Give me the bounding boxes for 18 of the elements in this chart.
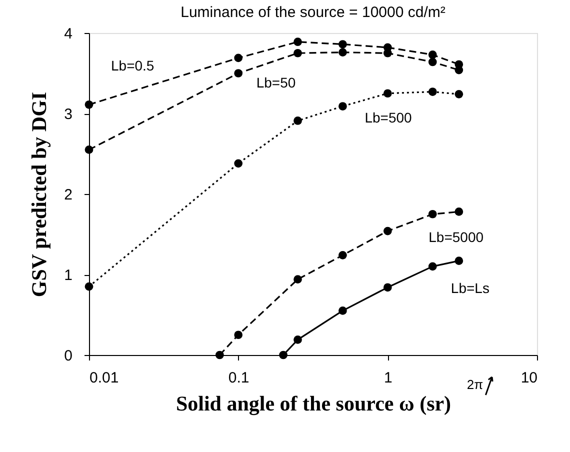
series-label: Lb=500 [364,109,412,126]
series-label: Lb=Ls [450,280,490,296]
y-axis-title: GSV predicted by DGI [27,92,52,298]
y-tick-label: 0 [64,348,72,364]
y-tick-label: 3 [64,106,72,123]
x-tick-label: 10 [520,370,538,386]
series-label: Lb=0.5 [111,58,154,74]
y-tick-label: 2 [64,186,72,204]
y-tick-label: 4 [64,26,72,42]
chart-title: Luminance of the source = 10000 cd/m² [180,4,446,21]
y-tick-label: 1 [64,267,72,284]
series-label: Lb=50 [256,74,296,90]
x-tick-label: 1 [384,370,392,386]
x-tick-label: 0.01 [90,370,119,386]
text: 2π [466,377,484,392]
x-tick-label: 0.1 [228,370,250,386]
series-label: Lb=5000 [428,229,484,246]
x-axis-title: Solid angle of the source ω (sr) [176,392,452,416]
